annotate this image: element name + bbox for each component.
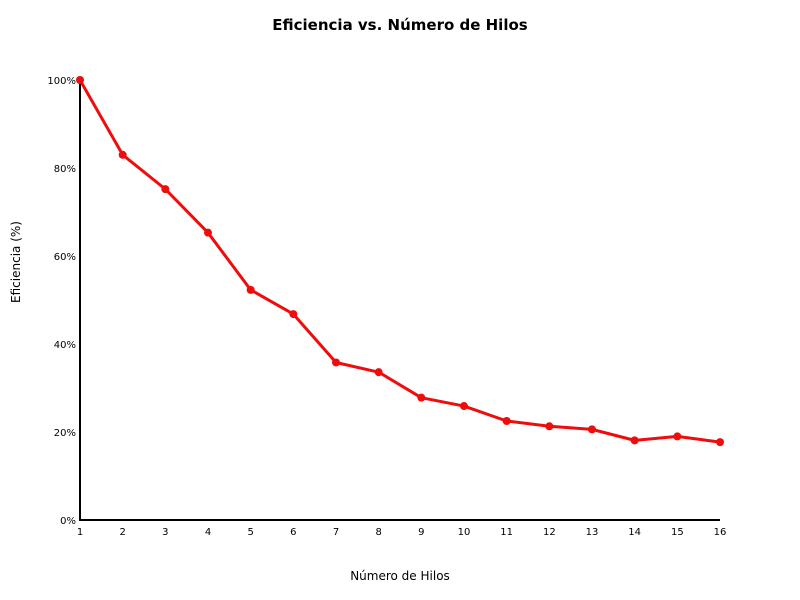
data-point [502,417,511,425]
y-tick-label: 40% [54,340,76,351]
x-tick-label: 9 [418,527,424,538]
data-point [630,436,639,445]
data-point [161,185,170,194]
y-tick-label: 100% [47,76,76,87]
chart-title: Eficiencia vs. Número de Hilos [272,16,527,34]
x-axis-label: Número de Hilos [350,569,450,583]
x-tick-label: 3 [162,527,168,538]
x-tick-label: 1 [77,527,83,538]
data-point [716,438,724,447]
data-point [588,425,596,434]
y-tick-label: 80% [54,164,76,175]
y-tick-label: 0% [60,516,76,527]
data-point [417,393,426,402]
series-group [76,76,724,447]
data-point [673,432,682,441]
data-point [332,358,340,367]
x-axis-ticks: 1 2 3 4 5 6 7 8 9 10 11 12 13 14 15 16 [77,527,727,538]
y-axis-label: Eficiencia (%) [9,221,23,303]
x-tick-label: 6 [290,527,296,538]
x-tick-label: 11 [500,527,513,538]
data-point [545,422,554,431]
data-point [374,368,383,377]
y-tick-label: 60% [54,252,76,263]
data-point [460,402,468,411]
data-point [76,76,84,84]
x-tick-label: 2 [119,527,125,538]
x-tick-label: 12 [543,527,556,538]
x-tick-label: 7 [333,527,339,538]
x-tick-label: 8 [375,527,381,538]
data-point [246,285,255,294]
x-tick-label: 16 [714,527,727,538]
data-point [118,150,127,159]
series-line [78,79,721,444]
y-axis-ticks: 0% 20% 40% 60% 80% 100% [47,76,76,527]
x-tick-label: 4 [205,527,211,538]
x-tick-label: 14 [628,527,641,538]
y-tick-label: 20% [54,428,76,439]
x-tick-label: 5 [247,527,253,538]
data-point [204,228,212,237]
x-tick-label: 10 [458,527,471,538]
data-point [289,310,298,319]
x-tick-label: 15 [671,527,684,538]
x-tick-label: 13 [586,527,599,538]
